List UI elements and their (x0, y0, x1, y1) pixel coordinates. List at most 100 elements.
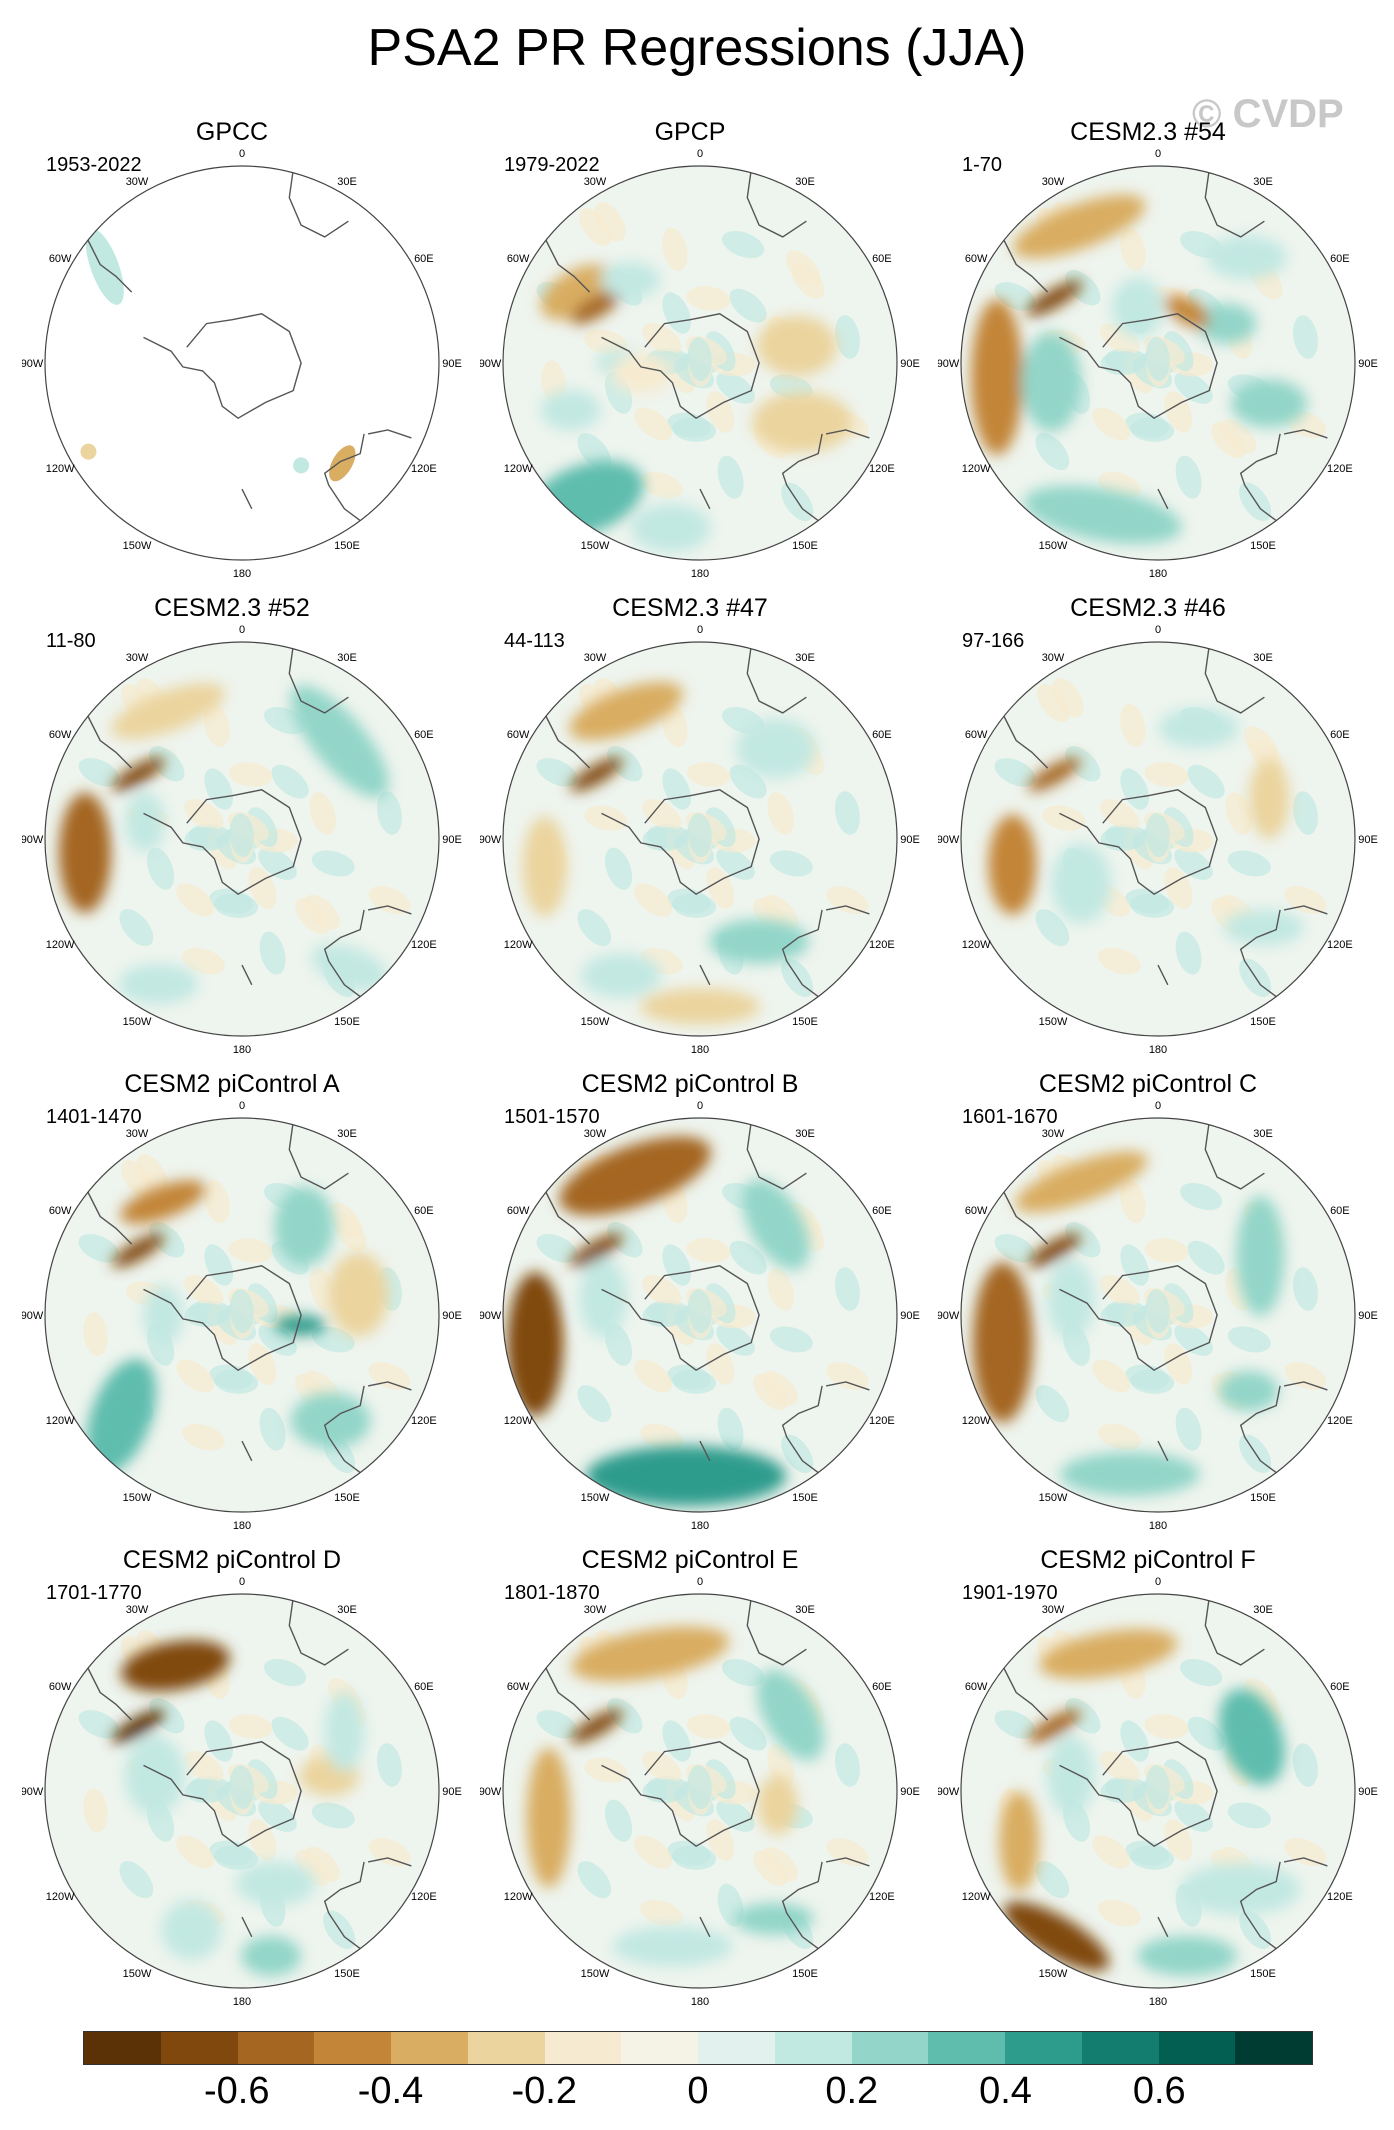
anomaly-texture (634, 1359, 673, 1393)
coastline (143, 789, 302, 896)
anomaly-texture (149, 1698, 185, 1734)
anomaly-blob (733, 1902, 814, 1935)
coastline (1157, 1440, 1169, 1462)
longitude-label: 150E (334, 1492, 360, 1504)
anomaly-texture (1042, 805, 1086, 831)
longitude-label: 120E (1327, 939, 1353, 951)
longitude-label: 180 (691, 1996, 709, 2008)
anomaly-texture (1035, 909, 1070, 947)
anomaly-texture (1284, 886, 1327, 914)
anomaly-blob (328, 1252, 389, 1337)
map-boundary (960, 1593, 1356, 1989)
anomaly-texture (686, 1238, 731, 1263)
anomaly-texture (1130, 417, 1175, 442)
coastline (323, 1861, 365, 1950)
anomaly-blob (1165, 295, 1211, 329)
longitude-label: 60W (507, 1205, 530, 1217)
anomaly-texture (835, 791, 860, 835)
coastline (1157, 964, 1169, 986)
anomaly-texture (686, 1714, 731, 1739)
anomaly-texture (368, 1838, 411, 1866)
anomaly-texture (640, 1423, 683, 1451)
longitude-label: 0 (1155, 624, 1161, 636)
longitude-label: 150E (1250, 540, 1276, 552)
anomaly-texture (258, 1799, 297, 1832)
map-background (45, 166, 439, 560)
anomaly-texture (377, 791, 402, 835)
anomaly-texture (311, 850, 355, 877)
colorbar-swatch (84, 2032, 161, 2064)
anomaly-texture (607, 746, 643, 782)
anomaly-texture (835, 315, 860, 359)
longitude-label: 150E (334, 1968, 360, 1980)
anomaly-blob (290, 685, 389, 798)
coastline (746, 1121, 807, 1190)
map-panel: 0 30E 60E 90E 120E 150E 180 150W 120W 90W 60W 30W CE… (480, 1546, 920, 2016)
coastline (825, 905, 870, 915)
longitude-label: 30E (795, 652, 815, 664)
longitude-label: 120E (1327, 463, 1353, 475)
longitude-label: 60W (507, 1681, 530, 1693)
anomaly-blob (585, 1445, 786, 1506)
anomaly-blob (578, 1257, 627, 1338)
map-boundary (44, 1117, 440, 1513)
anomaly-texture (642, 1303, 687, 1327)
polar-map: 0 30E 60E 90E 120E 150E 180 150W 120W 90W 60W 30W (480, 1100, 920, 1532)
longitude-label: 150W (581, 1492, 610, 1504)
longitude-label: 120W (504, 1891, 533, 1903)
anomaly-blob (1026, 280, 1083, 317)
coastline (288, 169, 349, 238)
anomaly-texture (377, 1743, 402, 1787)
longitude-label: 120E (411, 1415, 437, 1427)
anomaly-texture (769, 1326, 813, 1353)
coastline (601, 1741, 760, 1848)
panel-title: CESM2 piControl C (1038, 1070, 1258, 1098)
colorbar-swatch (698, 2032, 775, 2064)
longitude-label: 0 (1155, 148, 1161, 160)
anomaly-blob (1012, 194, 1146, 259)
anomaly-texture (1227, 1326, 1271, 1353)
anomaly-blob (1111, 277, 1164, 338)
colorbar-tick-label: 0.4 (979, 2070, 1032, 2112)
longitude-label: 90W (480, 358, 502, 370)
anomaly-texture (1164, 391, 1193, 433)
colorbar-tick-label: 0.2 (825, 2070, 879, 2112)
anomaly-blob (735, 718, 816, 779)
anomaly-texture (722, 1658, 765, 1687)
longitude-label: 60W (965, 253, 988, 265)
anomaly-texture (604, 1799, 633, 1842)
longitude-label: 0 (1155, 1100, 1161, 1112)
longitude-label: 120W (962, 939, 991, 951)
anomaly-blob (752, 392, 853, 453)
longitude-label: 120W (504, 939, 533, 951)
anomaly-texture (686, 286, 731, 311)
longitude-label: 150W (1039, 1016, 1068, 1028)
anomaly-texture (121, 1160, 155, 1198)
anomaly-blob (571, 1626, 730, 1682)
anomaly-texture (1175, 455, 1202, 499)
anomaly-texture (78, 1234, 120, 1263)
anomaly-texture (835, 1267, 860, 1311)
anomaly-texture (634, 1835, 673, 1869)
anomaly-blob (1051, 843, 1112, 924)
longitude-label: 60E (414, 729, 434, 741)
anomaly-texture (536, 758, 578, 787)
anomaly-texture (182, 947, 225, 975)
anomaly-blob (756, 1669, 825, 1761)
station-data-patch (329, 445, 356, 482)
anomaly-texture (584, 805, 628, 831)
longitude-label: 90W (938, 1310, 960, 1322)
map-boundary (44, 641, 440, 1037)
longitude-label: 180 (233, 1996, 251, 2008)
anomaly-blob (274, 1315, 327, 1336)
colorbar-swatch (314, 2032, 391, 2064)
polar-map: 0 30E 60E 90E 120E 150E 180 150W 120W 90W 60W 30W (22, 624, 462, 1056)
anomaly-texture (1100, 1751, 1140, 1783)
coastline (143, 313, 302, 420)
longitude-label: 60E (414, 253, 434, 265)
longitude-label: 0 (697, 1576, 703, 1588)
anomaly-texture (1092, 1359, 1131, 1393)
colorbar-swatch (928, 2032, 1005, 2064)
map-panel: 0 30E 60E 90E 120E 150E 180 150W 120W 90W 60W 30W GP… (22, 118, 462, 588)
coastline (367, 905, 412, 915)
